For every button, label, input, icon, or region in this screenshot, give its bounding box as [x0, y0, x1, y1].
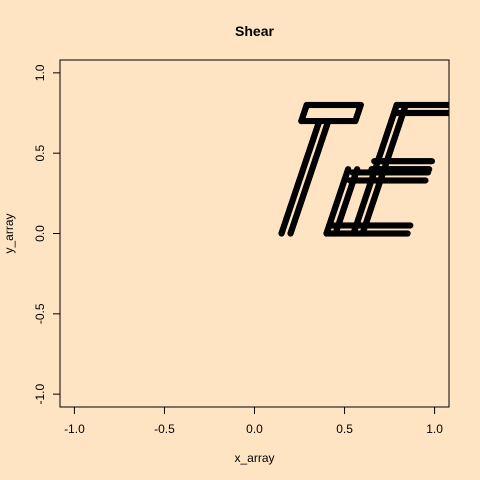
data-point — [404, 230, 411, 237]
x-axis: -1.0 -0.5 0.0 0.5 1.0 — [64, 406, 443, 436]
plot-frame — [59, 59, 450, 408]
data-point — [426, 166, 433, 173]
data-points — [278, 101, 449, 237]
x-axis-title: x_array — [234, 451, 274, 465]
data-point — [446, 102, 449, 108]
data-point — [447, 102, 449, 108]
y-tick-label: -0.5 — [33, 303, 47, 324]
y-axis-title: y_array — [2, 213, 16, 253]
y-tick-label: 0.0 — [33, 225, 47, 242]
data-point — [345, 166, 352, 173]
data-point — [325, 117, 332, 125]
y-tick-label: 1.0 — [33, 64, 47, 81]
x-tick-label: 0.0 — [246, 422, 263, 436]
x-tick-label: -0.5 — [154, 422, 175, 436]
x-tick-label: 1.0 — [426, 422, 443, 436]
data-point — [445, 109, 449, 117]
x-tick-label: -1.0 — [64, 422, 85, 436]
data-point — [422, 177, 429, 184]
data-point — [357, 101, 364, 109]
chart-title: Shear — [235, 23, 274, 39]
data-point — [407, 222, 414, 229]
y-tick-label: -1.0 — [33, 383, 47, 404]
data-point — [303, 101, 310, 109]
x-tick-label: 0.5 — [336, 422, 353, 436]
data-point — [428, 158, 435, 165]
data-point — [316, 117, 323, 125]
y-tick-label: 0.5 — [33, 145, 47, 162]
